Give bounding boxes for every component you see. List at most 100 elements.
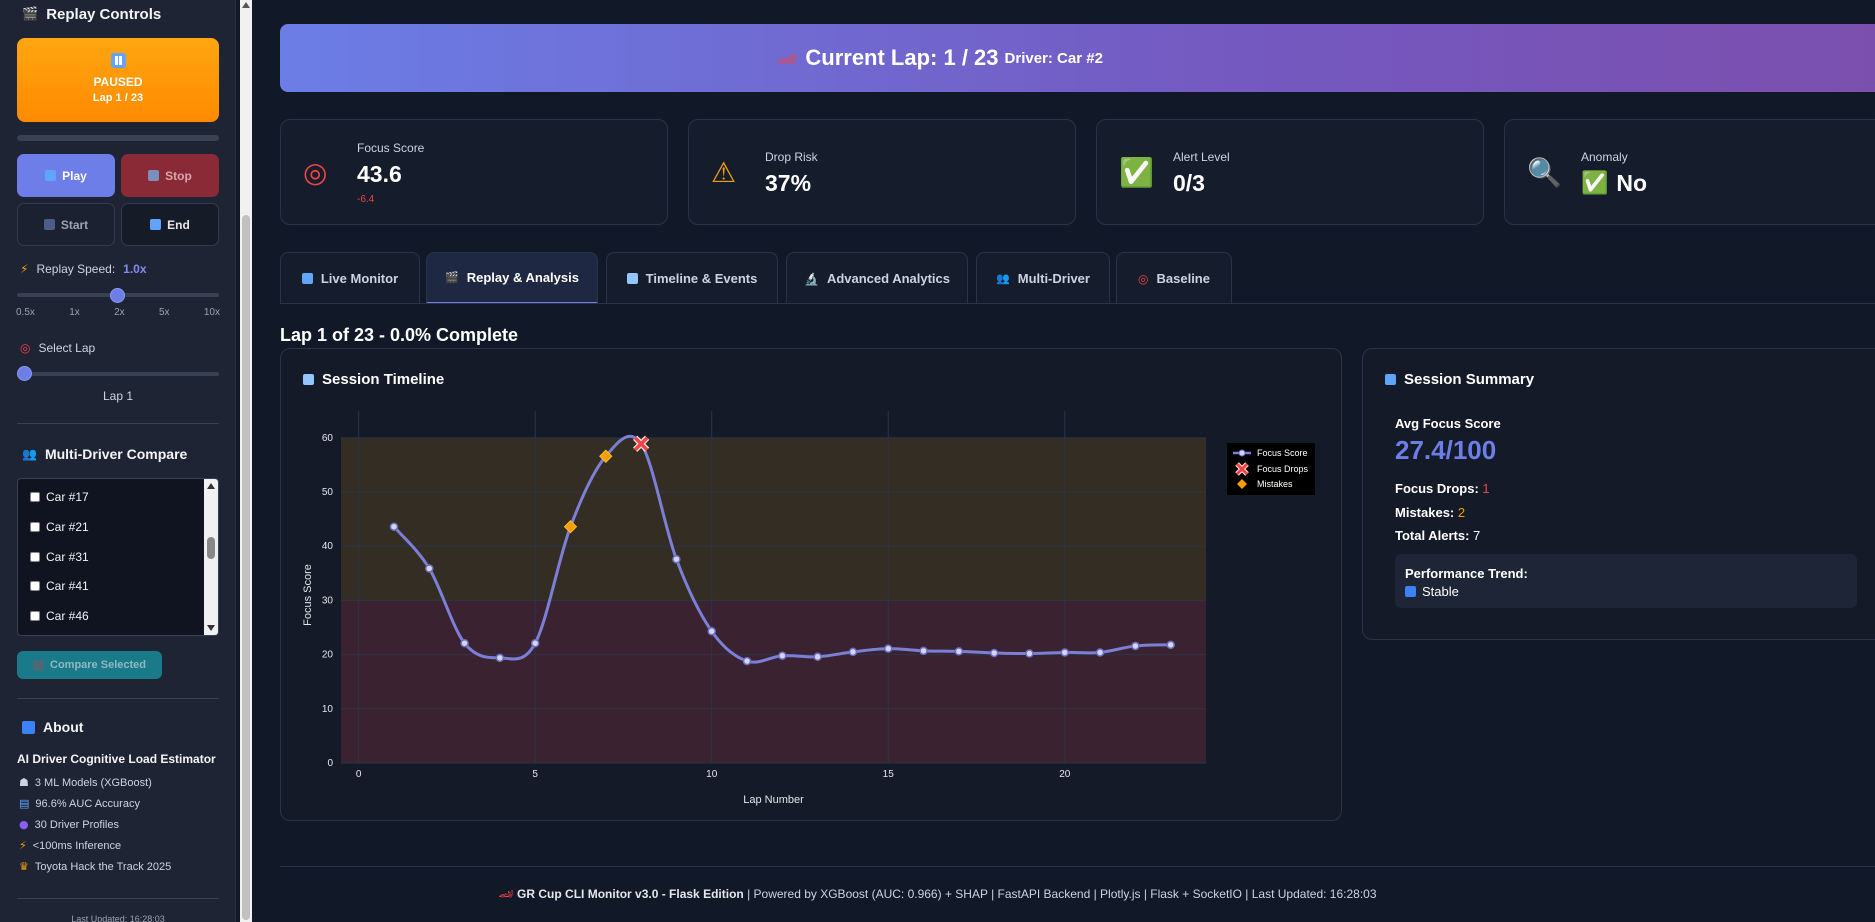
people-icon: 👥 [996, 272, 1010, 285]
focus-score-point[interactable] [707, 627, 716, 636]
tab-replay-analysis[interactable]: 🎬 Replay & Analysis [426, 252, 598, 304]
scroll-thumb[interactable] [242, 215, 250, 920]
brain-icon: ☗ [19, 776, 29, 789]
focus-score-point[interactable] [425, 564, 434, 573]
focus-score-point[interactable] [848, 647, 858, 657]
focus-score-point[interactable] [495, 653, 505, 663]
info-icon [22, 720, 35, 734]
footer-divider [280, 866, 1875, 867]
car-checkbox[interactable] [30, 581, 40, 591]
pause-icon [110, 53, 126, 68]
replay-speed-label: ⚡ Replay Speed: 1.0x [20, 262, 147, 276]
sidebar-scrollbar[interactable] [240, 0, 252, 922]
replay-progress-bar [17, 135, 219, 141]
session-timeline-chart[interactable]: 0 5 10 15 20 0 10 20 30 40 50 60 Lap Number Focus Sco… [281, 349, 1341, 822]
play-button[interactable]: Play [17, 154, 115, 197]
car-list-scrollbar[interactable] [204, 479, 218, 635]
focus-score-point[interactable] [1095, 648, 1105, 657]
about-item: ⚡ <100ms Inference [19, 839, 122, 852]
mistake-marker[interactable] [599, 449, 613, 463]
compare-selected-button[interactable]: Compare Selected [17, 651, 162, 679]
car-checkbox[interactable] [30, 552, 40, 562]
threshold-band [341, 437, 1206, 601]
car-list[interactable]: Car #17 Car #21 Car #31 Car #41 Car #46 [17, 478, 219, 636]
focus-score-point[interactable] [1131, 641, 1140, 651]
list-item[interactable]: Car #41 [30, 579, 89, 593]
legend-label: Mistakes [1257, 479, 1293, 489]
fast-forward-icon [150, 219, 162, 230]
list-item[interactable]: Car #46 [30, 609, 89, 623]
magnifier-icon: 🔍 [1527, 156, 1562, 189]
trend-label: Performance Trend: [1405, 566, 1528, 581]
avg-focus-label: Avg Focus Score [1395, 416, 1501, 431]
chart-icon [301, 273, 313, 284]
focus-score-point[interactable] [989, 648, 999, 658]
session-timeline-card: Session Timeline 0 5 10 15 20 0 10 20 30 40 50 60 La… [280, 348, 1342, 821]
list-item[interactable]: Car #21 [30, 520, 89, 534]
focus-score-point[interactable] [1060, 648, 1070, 657]
car-checkbox[interactable] [30, 611, 40, 621]
current-lap-title: Current Lap: 1 / 23 [805, 45, 999, 70]
x-tick-label: 0 [356, 769, 362, 780]
sidebar: 🎬 Replay Controls PAUSED Lap 1 / 23 Play… [0, 0, 236, 922]
y-axis-label: Focus Score [302, 564, 314, 626]
people-icon: ● [19, 818, 29, 831]
focus-score-point[interactable] [778, 651, 787, 660]
chart-icon [33, 659, 44, 671]
performance-trend-box: Performance Trend: Stable [1395, 554, 1857, 608]
car-checkbox[interactable] [30, 492, 40, 502]
speed-ticks: 0.5x 1x 2x 5x 10x [16, 307, 220, 318]
focus-score-point[interactable] [1025, 649, 1034, 658]
legend-label: Focus Drops [1257, 464, 1309, 474]
scroll-up-icon[interactable] [242, 2, 250, 8]
focus-score-point[interactable] [883, 644, 893, 653]
about-item: ● 30 Driver Profiles [19, 818, 119, 831]
check-icon: ✅ [1119, 156, 1154, 189]
current-driver: Driver: Car #2 [1004, 49, 1103, 67]
tab-advanced-analytics[interactable]: 🔬 Advanced Analytics [786, 252, 968, 304]
list-item[interactable]: Car #31 [30, 550, 89, 564]
tab-timeline-events[interactable]: Timeline & Events [606, 252, 778, 304]
stop-button[interactable]: Stop [121, 154, 219, 197]
tab-multi-driver[interactable]: 👥 Multi-Driver [976, 252, 1110, 304]
about-item: ▤ 96.6% AUC Accuracy [19, 797, 140, 810]
focus-score-point[interactable] [530, 638, 540, 648]
legend-label: Focus Score [1257, 448, 1308, 458]
focus-score-point[interactable] [813, 652, 822, 662]
replay-speed-thumb[interactable] [110, 288, 125, 303]
lap-slider-thumb[interactable] [17, 366, 32, 381]
tab-baseline[interactable]: ◎ Baseline [1116, 252, 1232, 304]
focus-score-point[interactable] [954, 647, 964, 656]
about-title: About [22, 719, 83, 735]
scroll-down-icon[interactable] [207, 625, 215, 631]
rewind-icon [43, 219, 55, 230]
replay-status-card: PAUSED Lap 1 / 23 [17, 38, 219, 122]
threshold-band [341, 600, 1206, 763]
focus-score-point[interactable] [1166, 640, 1175, 650]
tab-live-monitor[interactable]: Live Monitor [280, 252, 420, 304]
car-checkbox[interactable] [30, 522, 40, 532]
scroll-up-icon[interactable] [207, 483, 215, 489]
about-subtitle: AI Driver Cognitive Load Estimator [17, 752, 216, 766]
y-tick-label: 60 [322, 433, 334, 444]
lap-slider[interactable] [17, 372, 219, 376]
target-icon: ◎ [303, 156, 328, 189]
mistake-marker[interactable] [563, 520, 578, 534]
focus-score-point[interactable] [389, 522, 399, 531]
focus-drop-marker[interactable] [633, 436, 649, 452]
end-button[interactable]: End [121, 203, 219, 246]
focus-score-point[interactable] [460, 638, 469, 648]
focus-score-point[interactable] [672, 554, 681, 564]
divider [17, 698, 219, 699]
alert-level-card: ✅ Alert Level 0/3 [1096, 119, 1484, 225]
focus-score-delta: -6.4 [357, 194, 375, 205]
scroll-thumb[interactable] [207, 537, 215, 559]
x-tick-label: 5 [532, 769, 538, 780]
focus-score-point[interactable] [919, 646, 928, 656]
focus-score-point[interactable] [742, 656, 752, 666]
start-button[interactable]: Start [17, 203, 115, 246]
check-icon: ✅ [1581, 171, 1609, 196]
list-item[interactable]: Car #17 [30, 490, 89, 504]
y-tick-label: 10 [322, 704, 334, 715]
target-icon: ◎ [1138, 271, 1149, 286]
